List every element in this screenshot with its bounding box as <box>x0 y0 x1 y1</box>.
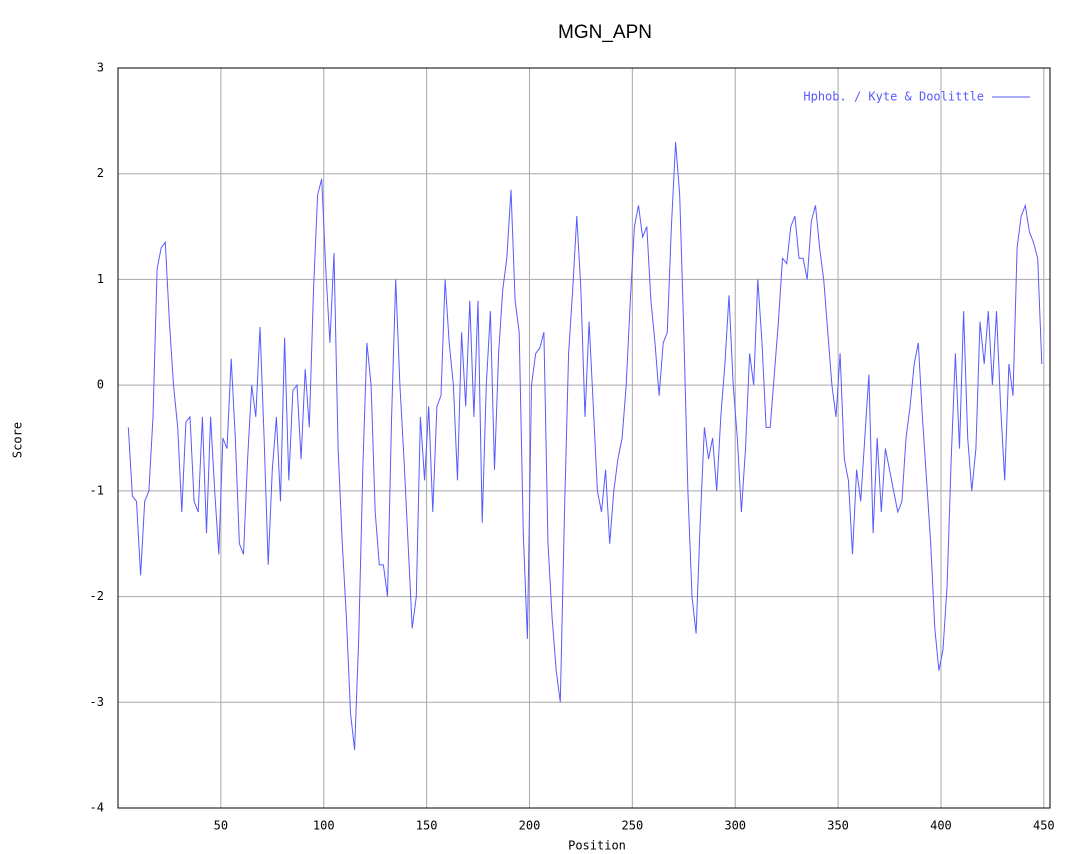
x-tick-label: 100 <box>313 819 335 833</box>
x-tick-label: 150 <box>416 819 438 833</box>
y-tick-label: -1 <box>90 483 104 497</box>
x-tick-label: 200 <box>519 819 541 833</box>
x-tick-label: 300 <box>724 819 746 833</box>
x-tick-label: 450 <box>1033 819 1055 833</box>
y-tick-label: -3 <box>90 695 104 709</box>
data-line <box>127 141 1043 750</box>
y-tick-label: -4 <box>90 801 104 815</box>
y-tick-label: 2 <box>97 166 104 180</box>
plot-frame <box>117 67 1051 809</box>
y-tick-label: 1 <box>97 272 104 286</box>
x-tick-label: 350 <box>827 819 849 833</box>
x-axis-label: Position <box>568 839 626 853</box>
y-axis-label: Score <box>11 422 25 458</box>
y-tick-label: -2 <box>90 589 104 603</box>
x-tick-label: 50 <box>214 819 228 833</box>
chart-title: MGN_APN <box>558 22 652 43</box>
legend-label: Hphob. / Kyte & Doolittle <box>803 90 984 104</box>
x-tick-label: 400 <box>930 819 952 833</box>
y-tick-label: 3 <box>97 61 104 75</box>
x-tick-label: 250 <box>622 819 644 833</box>
y-tick-label: 0 <box>97 378 104 392</box>
